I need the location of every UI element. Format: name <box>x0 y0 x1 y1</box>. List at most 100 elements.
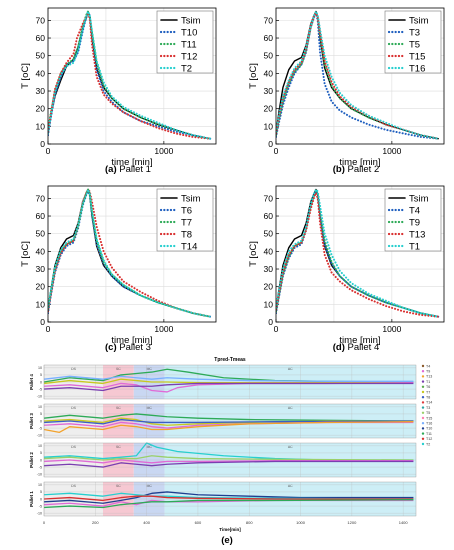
x-tick-label: 1200 <box>347 520 357 525</box>
x-axis-label: time [min] <box>111 335 152 346</box>
x-axis-label: time [min] <box>339 335 380 346</box>
plot-frame <box>47 185 217 323</box>
subplot-label: Pallet 3 <box>29 413 34 429</box>
y-tick-label: 40 <box>264 246 274 256</box>
legend-marker <box>421 401 425 404</box>
y-tick-label: 70 <box>264 15 274 25</box>
y-tick-label: 10 <box>264 299 274 309</box>
y-tick-label: 30 <box>264 86 274 96</box>
legend-entry: T7 <box>181 218 192 229</box>
phase-label: DS <box>71 406 77 410</box>
legend-marker <box>421 364 425 368</box>
phase-label: MC <box>146 406 152 410</box>
series-group <box>276 188 440 318</box>
series-group <box>276 10 440 140</box>
diff-series-line <box>43 421 414 433</box>
legend-box <box>384 10 442 74</box>
y-tick-label: -10 <box>37 511 42 515</box>
panel-e-caption: (e) <box>221 535 233 546</box>
y-tick-label: 30 <box>36 264 46 274</box>
diff-series-line <box>43 418 414 425</box>
plot-frame <box>275 7 445 145</box>
y-tick-label: 0 <box>268 317 273 327</box>
legend-entry: T11 <box>181 40 197 51</box>
y-tick-label: 30 <box>264 264 274 274</box>
y-tick-label: 20 <box>264 104 274 114</box>
diff-series-line <box>43 378 414 385</box>
y-tick-label: 0 <box>40 458 42 462</box>
legend-marker <box>421 396 425 399</box>
caption-text: Pallet 3 <box>117 342 151 353</box>
y-tick-label: 5 <box>40 451 42 455</box>
phase-label: DS <box>71 445 77 449</box>
legend-entry: Tsim <box>181 16 201 27</box>
series-line-t14 <box>48 188 212 318</box>
legend-entry: T12 <box>426 437 432 441</box>
y-tick-label: 20 <box>36 282 46 292</box>
x-tick-label: 0 <box>46 146 51 156</box>
legend-box <box>384 188 442 252</box>
phase-label: SC <box>116 445 121 449</box>
y-tick-label: 10 <box>38 366 42 370</box>
subplot-pallet-4: DS SC MC AC -10 -5 0 5 10 Pallet 4 <box>29 364 417 400</box>
subplot-frame <box>43 364 417 400</box>
diff-series-line <box>43 499 414 509</box>
diff-series-line <box>43 375 414 382</box>
y-tick-label: 0 <box>40 139 45 149</box>
caption-text: Pallet 1 <box>117 164 151 175</box>
legend-entry: T3 <box>426 406 430 410</box>
y-tick-label: 70 <box>36 15 46 25</box>
series-line-t3 <box>276 12 440 140</box>
y-tick-label: -5 <box>39 465 42 469</box>
subplot-label: Pallet 4 <box>29 374 34 390</box>
phase-label: MC <box>146 484 152 488</box>
x-tick-label: 1000 <box>154 146 173 156</box>
legend-entry: Tsim <box>181 194 201 205</box>
series-line-t16 <box>276 10 440 140</box>
x-tick-label: 200 <box>92 520 99 525</box>
legend-entry: T13 <box>409 230 425 241</box>
legend-marker <box>421 437 425 440</box>
phase-label: AC <box>288 484 293 488</box>
y-tick-label: 60 <box>264 33 274 43</box>
legend-marker <box>421 442 425 446</box>
caption-text: Pallet 4 <box>345 342 379 353</box>
subplot-pallet-1: DS SC MC AC -10 -5 0 5 10 Pallet 1 <box>29 481 417 517</box>
chart-panel-e: Tpred-Tmeas DS SC MC AC -10 -5 0 5 10 Pallet 4 DS SC… <box>0 356 454 550</box>
phase-label: MC <box>146 445 152 449</box>
legend-entry: T8 <box>426 396 430 400</box>
legend-marker <box>421 406 425 409</box>
diff-series-line <box>43 455 414 461</box>
legend-entry: T13 <box>426 375 432 379</box>
caption-label: (c) <box>105 342 117 353</box>
legend-marker <box>421 380 425 383</box>
y-tick-label: -5 <box>39 426 42 430</box>
y-tick-label: -5 <box>39 504 42 508</box>
subplot-frame <box>43 481 417 517</box>
diff-series-line <box>43 495 414 502</box>
y-tick-label: 40 <box>36 68 46 78</box>
y-tick-label: 10 <box>38 405 42 409</box>
legend-entry: T12 <box>181 52 197 63</box>
diff-series-line <box>43 459 414 464</box>
x-tick-label: 400 <box>143 520 150 525</box>
y-tick-label: 50 <box>264 229 274 239</box>
legend-entry: T14 <box>426 401 432 405</box>
series-line-t13 <box>276 192 440 318</box>
y-axis-label: T [oC] <box>248 63 259 89</box>
x-axis-label: Time[min] <box>219 527 241 532</box>
subplot-label: Pallet 1 <box>29 491 34 507</box>
series-group <box>48 10 212 140</box>
legend-entry: T5 <box>426 411 430 415</box>
y-tick-label: 10 <box>38 483 42 487</box>
legend-marker <box>421 375 425 378</box>
legend-entry: T4 <box>426 364 430 368</box>
legend-entry: T8 <box>181 230 192 241</box>
